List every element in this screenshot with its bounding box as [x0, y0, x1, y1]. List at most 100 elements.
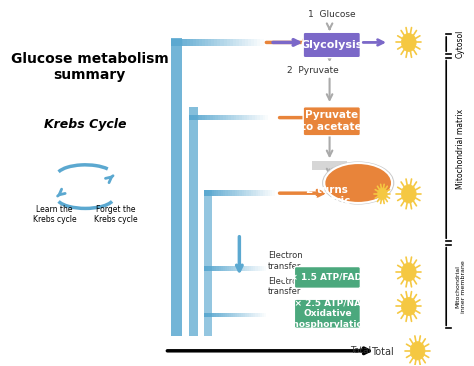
Bar [247, 115, 249, 120]
Bar [207, 115, 210, 120]
Bar [228, 115, 231, 120]
Bar [235, 190, 237, 196]
Bar [206, 266, 208, 271]
Bar [217, 313, 219, 317]
Bar [260, 266, 262, 271]
Bar [261, 39, 264, 46]
Bar [242, 190, 244, 196]
Bar [239, 39, 242, 46]
Text: 1  Glucose: 1 Glucose [308, 10, 355, 19]
Bar [270, 190, 272, 196]
Bar [194, 115, 197, 120]
Bar [206, 313, 208, 317]
Bar [242, 115, 244, 120]
Bar [255, 313, 257, 317]
Bar [223, 266, 225, 271]
Bar [235, 313, 237, 317]
Bar [267, 190, 270, 196]
Bar [243, 313, 245, 317]
Bar [212, 313, 214, 317]
Text: Glucose metabolism
summary: Glucose metabolism summary [11, 52, 169, 82]
Bar [236, 39, 239, 46]
Bar [214, 266, 217, 271]
Bar [245, 266, 247, 271]
Ellipse shape [401, 33, 416, 52]
Bar [251, 266, 254, 271]
Text: 2  Pyruvate: 2 Pyruvate [287, 66, 338, 75]
Bar [212, 266, 214, 271]
Bar [237, 190, 239, 196]
Bar [208, 313, 210, 317]
FancyBboxPatch shape [303, 107, 360, 136]
Bar [265, 115, 268, 120]
Bar [218, 190, 220, 196]
Ellipse shape [401, 185, 416, 203]
Bar [227, 266, 229, 271]
Bar [216, 190, 218, 196]
Bar [208, 39, 211, 46]
Bar [260, 313, 262, 317]
Bar [223, 115, 226, 120]
Bar [233, 266, 235, 271]
Bar [191, 115, 194, 120]
Bar [229, 313, 231, 317]
Bar [251, 39, 255, 46]
Bar [232, 190, 235, 196]
Bar [204, 313, 206, 317]
Bar [243, 266, 245, 271]
Bar [220, 115, 223, 120]
Bar [227, 313, 229, 317]
Bar [233, 313, 235, 317]
Bar [171, 39, 174, 46]
Bar [231, 313, 233, 317]
Bar [219, 266, 220, 271]
Bar [199, 39, 202, 46]
Bar [255, 39, 257, 46]
Bar [255, 266, 257, 271]
Bar [223, 313, 225, 317]
Bar [205, 39, 208, 46]
Bar [231, 115, 234, 120]
Bar [233, 39, 236, 46]
Bar [227, 39, 230, 46]
FancyBboxPatch shape [204, 190, 212, 336]
Bar [272, 190, 274, 196]
Bar [257, 115, 260, 120]
Bar [181, 39, 183, 46]
Bar [220, 266, 223, 271]
Bar [244, 115, 247, 120]
Bar [235, 266, 237, 271]
Bar [245, 39, 248, 46]
Bar [247, 313, 249, 317]
Bar [257, 39, 261, 46]
Bar [219, 313, 220, 317]
Bar [218, 39, 220, 46]
Text: Forget the
Krebs cycle: Forget the Krebs cycle [94, 205, 138, 224]
Bar [204, 190, 207, 196]
Bar [264, 266, 266, 271]
Bar [245, 313, 247, 317]
Ellipse shape [410, 341, 425, 360]
Bar [241, 313, 243, 317]
Bar [211, 39, 214, 46]
Bar [251, 313, 254, 317]
Bar [254, 190, 256, 196]
Bar [255, 115, 257, 120]
Bar [220, 313, 223, 317]
Bar [225, 266, 227, 271]
Bar [257, 266, 260, 271]
Bar [254, 266, 255, 271]
Text: 10 × 2.5 ATP/NADH
Oxidative
phosphorylation: 10 × 2.5 ATP/NADH Oxidative phosphorylat… [279, 299, 376, 329]
Text: Electron
transfer: Electron transfer [268, 277, 302, 296]
Bar [205, 115, 207, 120]
Bar [214, 313, 217, 317]
Bar [244, 190, 246, 196]
Bar [237, 313, 239, 317]
Bar [239, 266, 241, 271]
Text: Mitochondrial matrix: Mitochondrial matrix [456, 108, 465, 188]
Bar [258, 190, 261, 196]
Bar [262, 266, 264, 271]
FancyBboxPatch shape [294, 266, 360, 288]
Ellipse shape [324, 163, 392, 203]
Text: Cytosol: Cytosol [456, 30, 465, 59]
